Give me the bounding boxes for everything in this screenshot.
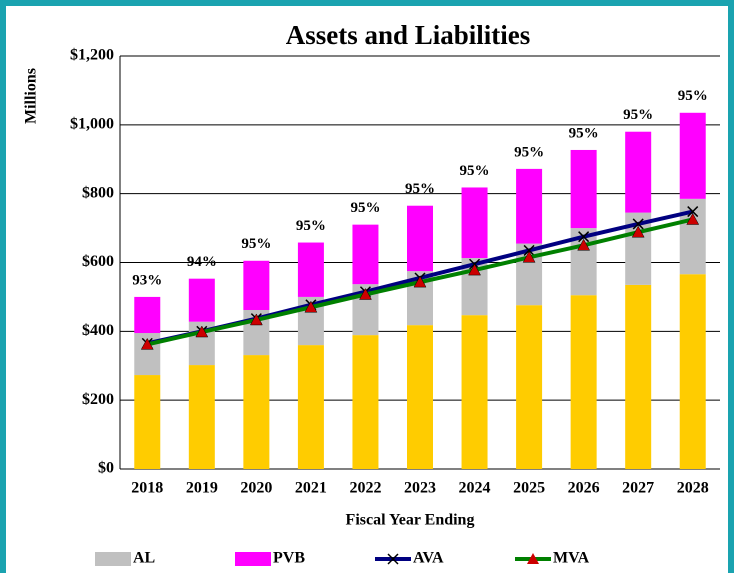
funded-ratio-label: 95% [350, 200, 380, 216]
y-tick-label: $800 [82, 184, 114, 201]
bar-segment [134, 375, 161, 469]
bar-segment [516, 305, 543, 469]
bar-segment [188, 365, 215, 469]
bar-segment [407, 325, 433, 469]
legend-label: MVA [553, 550, 590, 567]
x-tick-label: 2028 [677, 480, 709, 497]
marker [632, 218, 644, 230]
bar-segment [297, 345, 324, 469]
funded-ratio-label: 95% [623, 107, 653, 123]
marker [359, 287, 372, 300]
marker [140, 337, 154, 350]
bar-segment [243, 355, 270, 469]
bar-segment [570, 295, 597, 469]
marker [522, 250, 536, 263]
marker [249, 313, 263, 326]
bar-segment [679, 274, 706, 469]
funded-ratio-label: 95% [460, 163, 490, 179]
funded-ratio-label: 95% [678, 88, 708, 104]
marker [631, 225, 645, 238]
legend-label: PVB [273, 550, 305, 567]
bar-segment [461, 315, 488, 469]
bar-segment [461, 187, 488, 259]
funded-ratio-label: 95% [241, 236, 271, 252]
bar-segment [679, 198, 706, 275]
chart-title: Assets and Liabilities [286, 20, 531, 50]
funded-ratio-label: 95% [405, 181, 435, 197]
x-tick-label: 2025 [513, 480, 545, 497]
x-tick-label: 2027 [622, 480, 654, 497]
bar-segment [352, 335, 379, 469]
bar-segment [134, 296, 161, 334]
x-axis-label: Fiscal Year Ending [346, 512, 475, 529]
legend-swatch [95, 552, 131, 566]
y-tick-label: $1,000 [70, 116, 114, 133]
bar-segment [352, 224, 379, 285]
x-tick-label: 2023 [404, 480, 436, 497]
y-axis-label: Millions [23, 68, 40, 124]
x-tick-label: 2018 [131, 480, 163, 497]
legend-label: AL [133, 550, 155, 567]
funded-ratio-label: 95% [514, 144, 544, 160]
marker [195, 325, 209, 338]
x-tick-label: 2020 [240, 480, 272, 497]
bar-segment [297, 242, 324, 297]
funded-ratio-label: 95% [569, 125, 599, 141]
bar-segment [625, 284, 652, 469]
marker [523, 244, 535, 256]
legend-label: AVA [413, 550, 444, 567]
legend-marker [527, 553, 539, 564]
y-tick-label: $1,200 [70, 47, 114, 64]
marker [577, 238, 591, 251]
marker [413, 275, 427, 288]
y-tick-label: $600 [82, 253, 114, 270]
marker [304, 300, 318, 313]
y-tick-label: $200 [82, 391, 114, 408]
bar-segment [188, 278, 215, 322]
marker [468, 263, 481, 276]
x-tick-label: 2022 [349, 480, 381, 497]
y-tick-label: $400 [82, 322, 114, 339]
bar-segment [570, 149, 597, 229]
y-tick-label: $0 [98, 460, 114, 477]
x-tick-label: 2021 [295, 480, 327, 497]
marker [686, 212, 700, 225]
bar-segment [516, 168, 543, 244]
legend-marker [387, 553, 399, 565]
x-tick-label: 2024 [459, 480, 491, 497]
bar-segment [679, 112, 706, 199]
funded-ratio-label: 93% [132, 272, 162, 288]
legend-swatch [235, 552, 271, 566]
funded-ratio-label: 94% [187, 254, 217, 270]
bar-segment [407, 205, 433, 272]
bar-segment [625, 131, 652, 213]
x-tick-label: 2026 [568, 480, 600, 497]
funded-ratio-label: 95% [296, 218, 326, 234]
x-tick-label: 2019 [186, 480, 218, 497]
marker [687, 206, 699, 218]
bar-segment [243, 260, 270, 310]
marker [578, 231, 590, 243]
